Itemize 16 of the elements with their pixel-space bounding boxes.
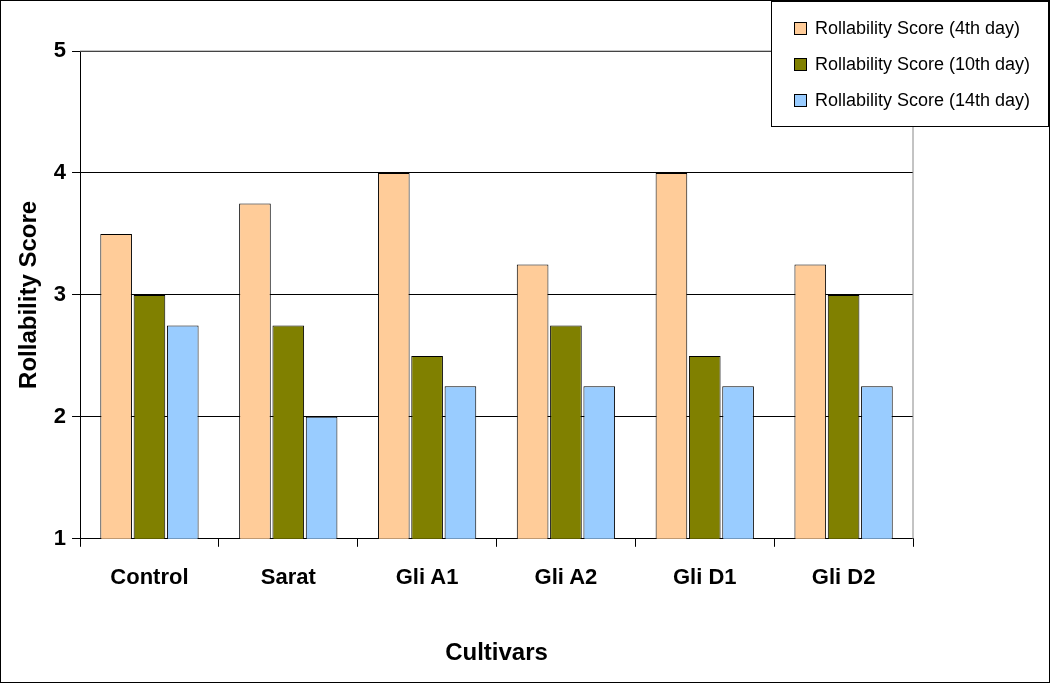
y-tick-label: 3: [53, 280, 67, 306]
y-tick-label: 5: [53, 37, 67, 63]
x-tick-label: Gli A1: [395, 564, 459, 590]
legend-label: Rollability Score (10th day): [814, 53, 1030, 75]
x-tick-label: Gli A2: [534, 564, 598, 590]
x-tick-label: Sarat: [260, 564, 317, 590]
y-axis-title: Rollability Score: [14, 200, 42, 389]
x-tick-label: Gli D2: [811, 564, 876, 590]
x-tick-label: Gli D1: [672, 564, 737, 590]
legend-label: Rollability Score (14th day): [814, 89, 1030, 111]
y-tick-label: 1: [53, 524, 67, 550]
y-tick-label: 4: [53, 159, 67, 185]
y-tick-label: 2: [53, 402, 67, 428]
legend-label: Rollability Score (4th day): [814, 17, 1020, 39]
x-axis-title: Cultivars: [445, 638, 548, 666]
x-tick-label: Control: [110, 564, 189, 590]
